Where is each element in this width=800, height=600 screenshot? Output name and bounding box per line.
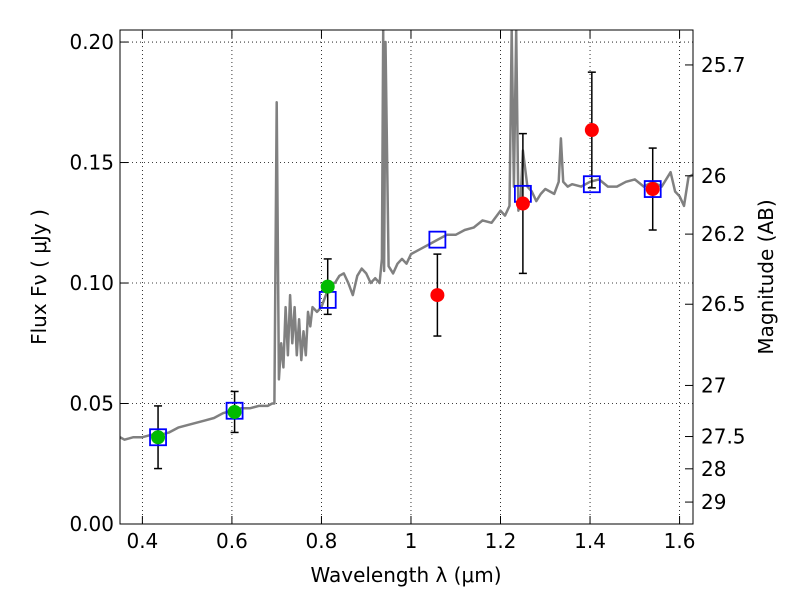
right-tick-label: 27.5 bbox=[701, 425, 746, 449]
model-point bbox=[582, 175, 601, 194]
y-tick-label: 0.20 bbox=[69, 30, 114, 54]
y-tick-label: 0.10 bbox=[69, 271, 114, 295]
plot-frame bbox=[119, 29, 694, 525]
axis-ticks: 0.4 0.6 0.8 1 1.2 1.4 1.6 0.00 0.05 0.10 0.15 0.20 2… bbox=[69, 30, 746, 553]
y-axis-label-right: Magnitude (AB) bbox=[754, 199, 778, 354]
x-tick-label: 0.8 bbox=[306, 529, 338, 553]
x-tick-label: 1.2 bbox=[485, 529, 517, 553]
observed-point bbox=[515, 196, 530, 211]
model-point bbox=[428, 230, 447, 249]
x-axis-label: Wavelength λ (μm) bbox=[310, 563, 501, 587]
observed-point bbox=[584, 123, 599, 138]
observed-point bbox=[227, 404, 242, 419]
right-tick-label: 27 bbox=[701, 373, 726, 397]
observed-point bbox=[645, 182, 660, 197]
x-tick-label: 1.4 bbox=[574, 529, 606, 553]
right-tick-label: 26.5 bbox=[701, 292, 746, 316]
right-tick-label: 25.7 bbox=[701, 53, 746, 77]
plot-data bbox=[120, 30, 693, 470]
model-point bbox=[643, 180, 662, 198]
x-tick-label: 0.6 bbox=[216, 529, 248, 553]
x-tick-label: 0.4 bbox=[126, 529, 158, 553]
observed-point bbox=[151, 430, 166, 445]
observed-point bbox=[430, 288, 445, 303]
spectrum-line bbox=[120, 30, 693, 441]
model-point bbox=[149, 428, 167, 447]
x-tick-label: 1.6 bbox=[664, 529, 696, 553]
y-tick-label: 0.15 bbox=[69, 151, 114, 175]
right-tick-label: 26 bbox=[701, 164, 726, 188]
y-tick-label: 0.00 bbox=[69, 512, 114, 536]
grid-lines bbox=[120, 30, 693, 525]
right-tick-label: 26.2 bbox=[701, 222, 746, 246]
x-tick-label: 1 bbox=[405, 529, 418, 553]
right-tick-label: 28 bbox=[701, 457, 726, 481]
right-tick-label: 29 bbox=[701, 490, 726, 514]
y-tick-label: 0.05 bbox=[69, 392, 114, 416]
observed-point bbox=[320, 279, 335, 294]
y-axis-label-left: Flux Fν ( μJy ) bbox=[27, 209, 51, 345]
